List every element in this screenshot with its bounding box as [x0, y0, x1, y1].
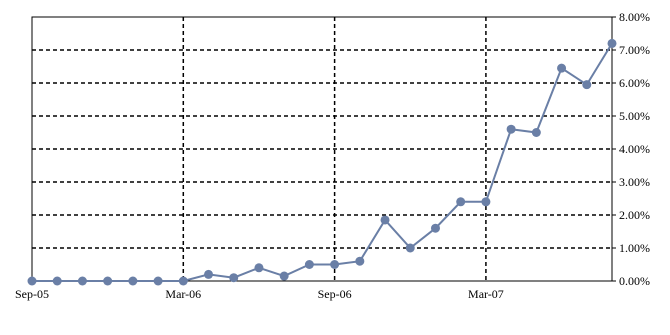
- plot-frame: [31, 16, 613, 282]
- x-tick-label: Sep-05: [15, 287, 49, 301]
- series-line: [32, 42, 613, 282]
- grid-lines: [32, 16, 616, 282]
- data-point: [128, 276, 138, 286]
- y-axis-tick-labels: 0.00% 1.00% 2.00% 3.00% 4.00% 5.00% 6.00% 7.00%…: [619, 10, 650, 288]
- data-point: [430, 223, 440, 233]
- data-point: [380, 215, 390, 225]
- data-point: [405, 243, 415, 253]
- x-tick-label: Mar-07: [468, 287, 504, 301]
- data-point: [153, 276, 163, 286]
- data-point: [27, 276, 37, 286]
- data-point: [607, 38, 617, 48]
- data-point: [103, 276, 113, 286]
- y-tick-label: 3.00%: [619, 175, 650, 189]
- data-point: [204, 269, 214, 279]
- data-point: [531, 128, 541, 137]
- data-point: [355, 256, 365, 266]
- x-axis-tick-labels: Sep-05 Mar-06 Sep-06 Mar-07: [15, 287, 504, 301]
- data-point: [330, 260, 340, 269]
- data-point: [481, 197, 491, 207]
- y-tick-label: 6.00%: [619, 76, 650, 90]
- y-tick-label: 8.00%: [619, 10, 650, 24]
- data-point: [456, 197, 466, 207]
- data-point: [506, 124, 516, 134]
- data-point: [582, 80, 592, 90]
- y-tick-label: 2.00%: [619, 208, 650, 222]
- data-point: [557, 63, 567, 73]
- y-tick-label: 5.00%: [619, 109, 650, 123]
- data-point: [229, 273, 239, 283]
- data-point: [178, 276, 188, 286]
- data-point: [77, 276, 87, 286]
- y-tick-label: 0.00%: [619, 274, 650, 288]
- series-layer: [27, 38, 617, 286]
- data-point: [304, 260, 314, 269]
- y-tick-label: 7.00%: [619, 43, 650, 57]
- data-point: [254, 263, 264, 273]
- data-point: [52, 276, 62, 286]
- data-point: [279, 271, 289, 281]
- x-tick-label: Sep-06: [318, 287, 352, 301]
- y-tick-label: 1.00%: [619, 241, 650, 255]
- x-tick-label: Mar-06: [165, 287, 201, 301]
- y-tick-label: 4.00%: [619, 142, 650, 156]
